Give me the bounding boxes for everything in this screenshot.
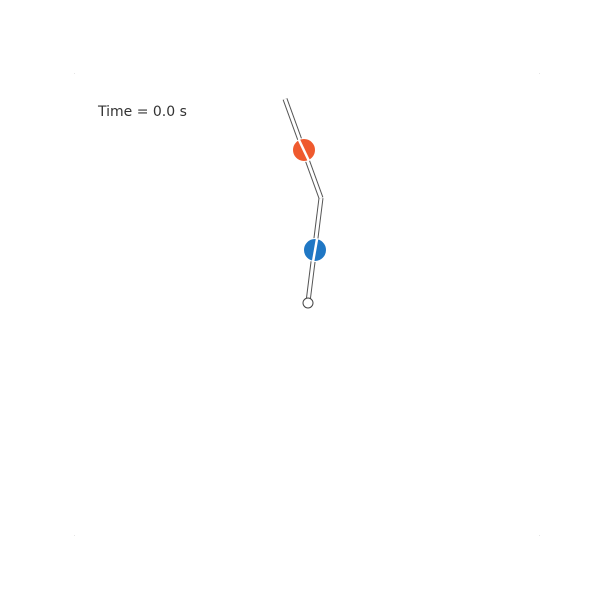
time-readout: Time = 0.0 s	[98, 104, 187, 120]
frame-tick-top-right	[539, 73, 540, 74]
blue-mass-icon	[303, 238, 327, 263]
frame-tick-bottom-left	[74, 535, 75, 536]
frame-tick-top-left	[74, 73, 75, 74]
frame-ticks	[74, 73, 540, 536]
pivot-circle-icon	[302, 297, 314, 309]
frame-tick-bottom-right	[539, 535, 540, 536]
orange-mass-icon	[292, 138, 316, 162]
